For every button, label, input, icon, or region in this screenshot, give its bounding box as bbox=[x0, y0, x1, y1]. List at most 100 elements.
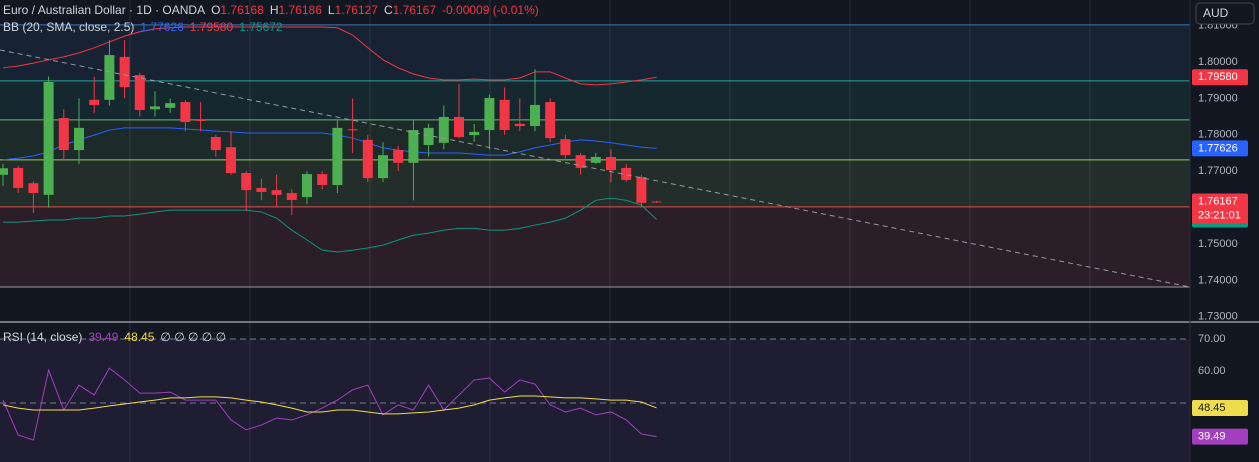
price-tag-label: 39.49 bbox=[1198, 431, 1226, 443]
candle-body bbox=[43, 82, 54, 195]
rsi-legend: RSI (14, close) 39.49 48.45 ∅ ∅ ∅ ∅ ∅ bbox=[3, 330, 226, 344]
candle-body bbox=[393, 150, 404, 163]
trend-line bbox=[0, 49, 1191, 288]
candle-body bbox=[621, 167, 632, 180]
price-tag-label: 48.45 bbox=[1198, 402, 1226, 414]
plot bbox=[0, 24, 1190, 462]
level-zone bbox=[0, 119, 1190, 160]
y-tick-label: 1.73000 bbox=[1198, 311, 1238, 323]
candle-body bbox=[362, 139, 373, 179]
candle-body bbox=[104, 55, 115, 100]
y-tick-label: 1.77000 bbox=[1198, 165, 1238, 177]
vertical-grid bbox=[129, 0, 1091, 462]
indicator-line bbox=[2, 127, 657, 161]
currency-button[interactable]: AUD bbox=[1195, 2, 1255, 25]
y-tick-label: 60.00 bbox=[1198, 365, 1226, 377]
y-tick-label: 1.75000 bbox=[1198, 238, 1238, 250]
ohlc-value: 1.76127 bbox=[335, 3, 379, 17]
candle-body bbox=[150, 106, 160, 110]
candle-body bbox=[590, 156, 601, 163]
indicator-line bbox=[2, 395, 657, 415]
level-zone bbox=[0, 206, 1190, 287]
indicator-name: RSI (14, close) bbox=[3, 330, 82, 344]
ohlc-label: C bbox=[384, 3, 393, 17]
candle-body bbox=[210, 136, 221, 151]
indicator-line bbox=[2, 26, 657, 86]
button-frame[interactable] bbox=[1195, 2, 1255, 25]
band-zone bbox=[0, 338, 1190, 462]
level-zone bbox=[0, 159, 1190, 207]
candle-body bbox=[28, 183, 39, 194]
indicator-line bbox=[2, 367, 657, 441]
candle-body bbox=[241, 173, 252, 191]
candle-body bbox=[134, 75, 145, 111]
candle-body bbox=[499, 99, 510, 131]
candle-body bbox=[89, 99, 100, 105]
price-tag bbox=[1192, 399, 1248, 416]
ohlc-label: L bbox=[328, 3, 335, 17]
candle-body bbox=[408, 130, 419, 163]
button-label[interactable]: AUD bbox=[1203, 6, 1229, 20]
candle-body bbox=[530, 104, 540, 127]
price-tag-label: 1.79580 bbox=[1198, 71, 1238, 83]
candle-body bbox=[165, 103, 176, 108]
candle-body bbox=[636, 177, 647, 203]
last-price-label: 1.76167 bbox=[1198, 195, 1238, 207]
legend-value: 39.49 bbox=[88, 330, 118, 344]
ohlc-value: 1.76186 bbox=[278, 3, 322, 17]
candle-body bbox=[454, 116, 464, 137]
change: -0.00009 (-0.01%) bbox=[442, 3, 539, 17]
candle-body bbox=[484, 98, 495, 131]
countdown: 23:21:01 bbox=[1198, 209, 1241, 221]
price-tag bbox=[1192, 69, 1248, 86]
candle-body bbox=[545, 102, 556, 139]
candle-body bbox=[302, 174, 312, 198]
candle-body bbox=[58, 118, 69, 151]
price-tag bbox=[1192, 428, 1248, 445]
candle-body bbox=[119, 56, 130, 88]
candle-body bbox=[195, 119, 206, 121]
candle-body bbox=[0, 168, 8, 175]
candle-body bbox=[606, 156, 616, 171]
price-tag bbox=[1192, 140, 1248, 157]
candle-body bbox=[180, 102, 191, 123]
ohlc-label: H bbox=[270, 3, 279, 17]
last-price-tag bbox=[1192, 193, 1248, 224]
candle-body bbox=[514, 123, 525, 127]
symbol: Euro / Australian Dollar · 1D · OANDA bbox=[3, 3, 205, 17]
header-title: Euro / Australian Dollar · 1D · OANDA O1.… bbox=[3, 3, 539, 17]
legend-value: 1.77626 bbox=[140, 20, 184, 34]
y-tick-label: 1.80000 bbox=[1198, 56, 1238, 68]
candle-body bbox=[286, 193, 297, 200]
candle-body bbox=[332, 127, 343, 186]
y-tick-label: 1.79000 bbox=[1198, 92, 1238, 104]
candle-body bbox=[469, 131, 480, 136]
candle-body bbox=[575, 155, 586, 168]
candle-body bbox=[271, 190, 282, 195]
legend-value: 1.79580 bbox=[190, 20, 234, 34]
ohlc-value: 1.76168 bbox=[220, 3, 264, 17]
y-tick-label: 1.78000 bbox=[1198, 129, 1238, 141]
candle-body bbox=[651, 201, 662, 203]
y-tick-label: 1.74000 bbox=[1198, 274, 1238, 286]
ohlc-value: 1.76167 bbox=[393, 3, 437, 17]
candle-body bbox=[560, 139, 571, 156]
candle-body bbox=[226, 147, 236, 174]
candle-body bbox=[438, 116, 449, 143]
level-zone bbox=[0, 80, 1190, 120]
indicator-name: BB (20, SMA, close, 2.5) bbox=[3, 20, 134, 34]
candle-body bbox=[74, 127, 84, 151]
price-tag-label: 1.77626 bbox=[1198, 142, 1238, 154]
level-zone bbox=[0, 24, 1190, 81]
candle-body bbox=[13, 167, 24, 188]
legend-value: 1.75672 bbox=[239, 20, 283, 34]
legend-value: 48.45 bbox=[124, 330, 154, 344]
legend-extra: ∅ ∅ ∅ ∅ ∅ bbox=[160, 330, 226, 344]
bb-legend: BB (20, SMA, close, 2.5) 1.77626 1.79580 1.… bbox=[3, 20, 283, 34]
indicator-line bbox=[3, 197, 657, 253]
y-tick-label: 70.00 bbox=[1198, 333, 1226, 345]
candle-body bbox=[347, 129, 358, 131]
